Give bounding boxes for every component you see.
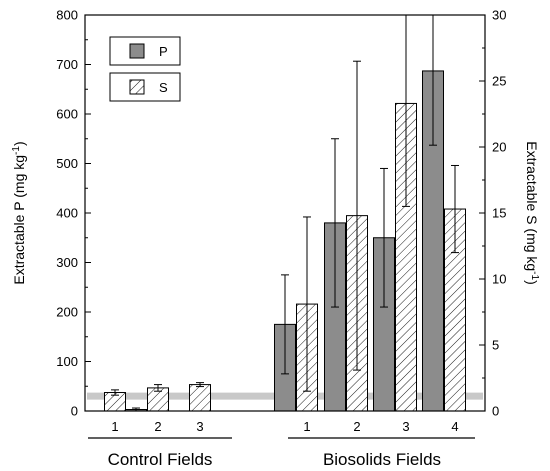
category-label: 1 [111, 419, 118, 434]
y2-tick-label: 20 [492, 140, 506, 155]
legend-swatch-p [129, 43, 145, 59]
bars-layer [104, 70, 466, 412]
group-label-biosolids: Biosolids Fields [323, 450, 441, 469]
category-label: 3 [196, 419, 203, 434]
y2-axis-title: Extractable S (mg kg-1) [524, 141, 540, 285]
right-axis: 0 5 10 15 20 25 30 [479, 8, 506, 419]
error-bars-layer [111, 15, 459, 412]
legend-swatch-s [129, 79, 145, 95]
y-tick-label: 600 [56, 107, 78, 122]
y-tick-label: 800 [56, 8, 78, 23]
y2-tick-label: 0 [492, 404, 499, 419]
y-tick-label: 500 [56, 156, 78, 171]
category-label: 2 [353, 419, 360, 434]
y2-tick-label: 5 [492, 338, 499, 353]
bar-s [189, 384, 211, 412]
y-tick-label: 300 [56, 255, 78, 270]
y-tick-label: 0 [71, 404, 78, 419]
y-tick-label: 200 [56, 305, 78, 320]
legend: P S [109, 36, 181, 102]
legend-box-s [109, 72, 181, 102]
legend-label-p: P [159, 44, 168, 59]
category-labels: 1 2 3 1 2 3 4 [111, 419, 458, 434]
legend-label-s: S [159, 80, 168, 95]
group-label-control: Control Fields [108, 450, 213, 469]
y2-tick-label: 25 [492, 74, 506, 89]
left-axis: 0 100 200 300 400 500 600 700 800 [56, 8, 91, 419]
y2-tick-label: 30 [492, 8, 506, 23]
y2-tick-label: 10 [492, 272, 506, 287]
y-tick-label: 100 [56, 354, 78, 369]
y-tick-label: 700 [56, 57, 78, 72]
legend-box-p [109, 36, 181, 66]
category-label: 2 [154, 419, 161, 434]
category-label: 1 [303, 419, 310, 434]
y2-tick-label: 15 [492, 206, 506, 221]
y-axis-title: Extractable P (mg kg-1) [11, 141, 27, 284]
category-label: 4 [451, 419, 458, 434]
category-label: 3 [402, 419, 409, 434]
y-tick-label: 400 [56, 206, 78, 221]
